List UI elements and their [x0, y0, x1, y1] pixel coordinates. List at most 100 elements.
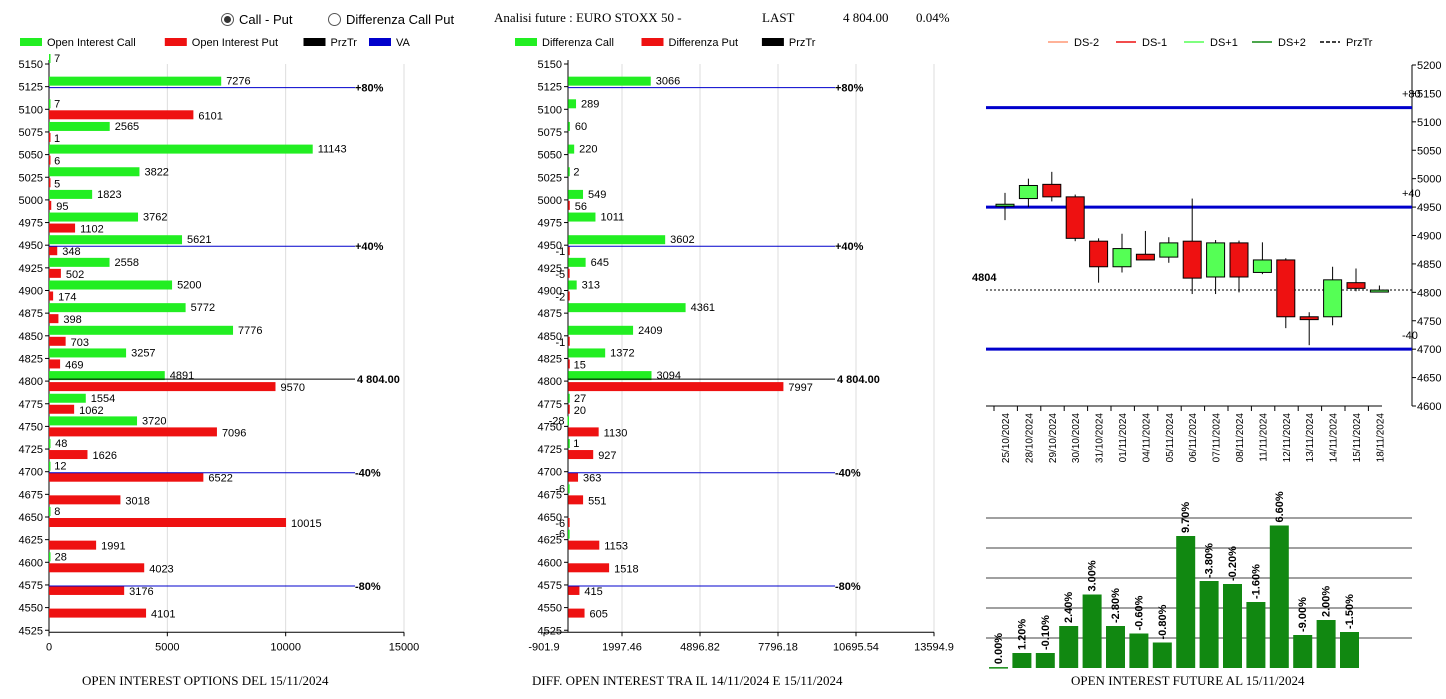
strike-label: 5125 — [19, 82, 43, 94]
call-bar — [568, 484, 570, 494]
future-oi-label: -0.20% — [1227, 546, 1239, 581]
y-tick-label: 5200 — [1417, 60, 1441, 72]
put-value: 6522 — [208, 473, 232, 485]
put-value: 7997 — [788, 382, 812, 394]
put-value: 502 — [66, 269, 84, 281]
call-bar — [49, 325, 234, 335]
put-bar — [49, 132, 51, 142]
put-value: 469 — [65, 359, 83, 371]
candle-body — [1182, 240, 1202, 279]
call-bar — [49, 99, 51, 109]
radio-call-put[interactable]: Call - Put — [221, 12, 292, 27]
strike-label: 4850 — [19, 331, 43, 343]
radio-diff-indicator[interactable] — [328, 13, 341, 26]
call-bar — [568, 303, 686, 313]
y-tick-label: 5050 — [1417, 145, 1441, 157]
strike-label: 4875 — [538, 308, 562, 320]
call-bar — [568, 76, 651, 86]
strike-label: 5075 — [538, 127, 562, 139]
put-bar — [49, 404, 75, 414]
strike-label: 4625 — [538, 535, 562, 547]
oi-chart-title: OPEN INTEREST OPTIONS DEL 15/11/2024 — [82, 673, 329, 688]
strike-label: 5075 — [19, 127, 43, 139]
call-value: 2409 — [638, 325, 662, 337]
put-bar — [49, 585, 125, 595]
y-tick-label: 5000 — [1417, 174, 1441, 186]
va-label: -40% — [835, 468, 861, 480]
candle-body — [1042, 183, 1062, 198]
candle-body — [1276, 259, 1296, 318]
call-value: 5621 — [187, 234, 211, 246]
put-bar — [568, 359, 570, 369]
top-bar: Call - Put Differenza Call Put Analisi f… — [0, 0, 1446, 30]
call-value: 2 — [573, 166, 579, 178]
put-bar — [568, 291, 570, 301]
legend-label: Open Interest Call — [47, 37, 136, 49]
put-bar — [49, 291, 54, 301]
put-value: 1130 — [604, 427, 628, 439]
put-bar — [568, 563, 610, 573]
put-value: 95 — [56, 201, 68, 213]
candle-body — [1112, 248, 1132, 268]
level-label: +40 — [1402, 188, 1421, 200]
candle-body — [1369, 289, 1389, 293]
x-tick-label: 06/11/2024 — [1188, 413, 1199, 463]
future-oi-bar — [1152, 642, 1172, 668]
last-change: 0.04% — [916, 10, 950, 25]
call-bar — [568, 235, 666, 245]
candle-body — [1252, 259, 1272, 273]
put-value: 6 — [54, 156, 60, 168]
call-bar — [568, 439, 570, 449]
call-value: 3257 — [131, 347, 155, 359]
future-oi-bar — [1059, 626, 1079, 668]
strike-label: 4575 — [538, 580, 562, 592]
put-value: 1062 — [79, 405, 103, 417]
strike-label: 4600 — [19, 557, 43, 569]
candle-body — [1065, 196, 1085, 239]
candle-body — [1159, 242, 1179, 258]
call-bar — [49, 303, 186, 313]
candle-body — [1135, 253, 1155, 261]
put-value: 415 — [584, 586, 602, 598]
prztr-label: 4 804.00 — [837, 374, 880, 386]
candle-body — [995, 203, 1015, 207]
x-tick-label: 13/11/2024 — [1305, 413, 1316, 463]
future-oi-bar — [1293, 635, 1313, 668]
call-bar — [568, 348, 606, 358]
candle-body — [1323, 279, 1343, 318]
strike-label: 4675 — [538, 489, 562, 501]
y-tick-label: 4800 — [1417, 287, 1441, 299]
strike-label: 4525 — [19, 625, 43, 637]
legend-label: PrzTr — [331, 37, 358, 49]
candle-body — [1299, 316, 1319, 321]
legend-swatch — [164, 38, 187, 46]
x-tick-label: 4896.82 — [680, 641, 720, 653]
radio-call-put-indicator[interactable] — [221, 13, 234, 26]
future-oi-bar — [1035, 653, 1055, 668]
call-value: 28 — [55, 551, 67, 563]
call-bar — [568, 529, 570, 539]
candle-body — [1229, 242, 1249, 278]
candle-body — [1089, 240, 1109, 268]
put-value: 3018 — [125, 495, 149, 507]
call-value: 4891 — [170, 370, 194, 382]
call-bar — [568, 121, 570, 131]
call-value: 289 — [581, 98, 599, 110]
strike-label: 4900 — [538, 286, 562, 298]
x-tick-label: 01/11/2024 — [1118, 413, 1129, 463]
x-tick-label: 30/10/2024 — [1071, 413, 1082, 463]
call-bar — [49, 167, 140, 177]
strike-label: 4925 — [538, 263, 562, 275]
put-value: -5 — [555, 269, 565, 281]
call-bar — [49, 144, 313, 154]
strike-label: 4625 — [19, 535, 43, 547]
level-label: +80 — [1402, 89, 1421, 101]
strike-label: 4650 — [19, 512, 43, 524]
legend-label: VA — [396, 37, 411, 49]
radio-diff[interactable]: Differenza Call Put — [328, 12, 454, 27]
put-bar — [49, 518, 287, 527]
va-label: -80% — [835, 581, 861, 593]
strike-label: 4725 — [19, 444, 43, 456]
call-bar — [567, 416, 570, 426]
call-value: 7 — [54, 53, 60, 65]
